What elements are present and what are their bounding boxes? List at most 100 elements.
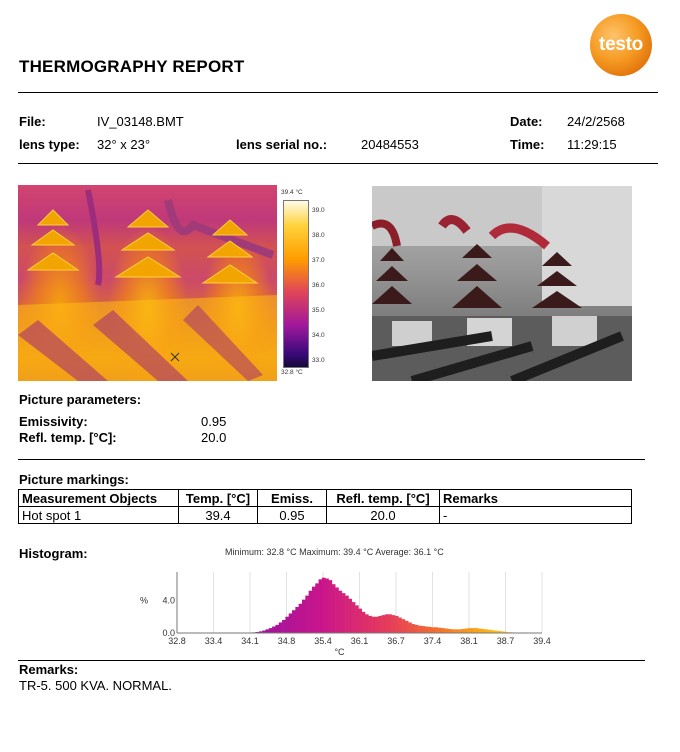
histogram-bar [414,624,419,633]
color-scale-bar [283,200,309,368]
emissivity-value: 0.95 [201,414,227,429]
histogram-bar [365,614,369,633]
histogram-bar [451,629,455,633]
scale-tick: 34.0 [312,332,325,339]
histogram-bar [444,628,449,633]
histogram-bar [401,619,406,633]
x-axis-label: °C [334,647,345,656]
picture-markings-heading: Picture markings: [19,472,129,487]
histogram-bar [298,603,303,633]
histogram-bar [348,598,353,633]
scale-tick: 39.0 [312,207,325,214]
column-header: Emiss. [257,489,327,507]
picture-parameters-heading: Picture parameters: [19,392,142,407]
histogram-bar [411,624,416,633]
histogram-bar [268,628,273,633]
x-tick-label: 38.7 [497,636,515,646]
histogram-bar [351,602,356,633]
histogram-bar [278,622,283,633]
histogram-bar [487,629,492,633]
divider [18,163,658,164]
histogram-bar [504,631,509,633]
y-axis-label: % [140,595,148,605]
x-tick-label: 32.8 [168,636,186,646]
scale-tick: 36.0 [312,282,325,289]
histogram-heading: Histogram: [19,546,88,561]
histogram-bar [464,628,469,633]
x-tick-label: 34.1 [241,636,259,646]
histogram-bar [381,615,386,633]
histogram-bar [418,625,422,633]
histogram-bar [388,614,392,633]
scale-tick: 38.0 [312,232,325,239]
divider [18,459,645,460]
x-tick-label: 36.7 [387,636,405,646]
x-tick-label: 35.4 [314,636,332,646]
histogram-bar [285,616,290,633]
histogram-bar [467,628,472,633]
lens-type-label: lens type: [19,137,80,152]
histogram-bar [345,595,349,633]
histogram-bar [454,629,459,633]
histogram-bar [447,628,452,633]
report-title: THERMOGRAPHY REPORT [19,57,245,76]
y-tick-label: 0.0 [162,628,175,638]
table-cell: Hot spot 1 [18,506,179,524]
histogram-bar [384,614,389,633]
x-tick-label: 38.1 [460,636,478,646]
histogram-bar [292,610,296,633]
histogram-bar [391,615,396,633]
histogram-chart: 32.8 33.4 34.1 34.8 35.4 36.1 36.7 37.4 38.1 38.7… [140,572,551,656]
histogram-bar [491,630,495,633]
x-tick-label: 36.1 [351,636,369,646]
scale-tick: 35.0 [312,307,325,314]
column-header: Temp. [°C] [178,489,258,507]
table-cell: 0.95 [257,506,327,524]
table-cell: 20.0 [326,506,440,524]
histogram-bar [441,628,445,633]
histogram-bar [308,590,313,633]
column-header: Remarks [439,489,632,507]
histogram-bar [497,630,502,633]
visual-photo [372,186,632,381]
histogram-bar [404,620,409,633]
histogram-bar [328,580,333,633]
y-tick-label: 4.0 [162,595,175,605]
divider [18,92,658,93]
lens-serial-label: lens serial no.: [236,137,328,152]
histogram-bar [295,606,299,633]
divider [18,660,645,661]
histogram-bar [305,595,309,633]
histogram-bar [398,617,402,633]
histogram-bar [315,583,319,633]
histogram-bar [471,628,475,633]
histogram-bar [335,587,339,633]
lens-type-value: 32° x 23° [97,137,151,152]
testo-logo: testo [590,14,652,76]
histogram-bar [431,627,436,633]
histogram-bar [438,627,442,633]
scale-tick: 37.0 [312,257,325,264]
scale-min-label: 32.8 °C [281,369,303,376]
histogram-bar [434,627,439,633]
histogram-bar [318,579,323,633]
histogram-bar [424,626,429,633]
file-label: File: [19,114,46,129]
refl-temp-value: 20.0 [201,430,227,445]
histogram-bar [258,631,263,633]
histogram-bar [474,628,479,633]
histogram-bar [481,628,485,633]
file-value: IV_03148.BMT [97,114,184,129]
histogram-bar [358,608,363,633]
histogram-bar [321,577,326,633]
refl-temp-label: Refl. temp. [°C]: [19,430,117,445]
scale-max-label: 39.4 °C [281,189,303,196]
histogram-bar [361,611,366,633]
x-tick-label: 39.4 [533,636,551,646]
emissivity-label: Emissivity: [19,414,88,429]
histogram-bar [265,629,270,633]
date-label: Date: [510,114,543,129]
column-header: Refl. temp. [°C] [326,489,440,507]
histogram-bar [484,629,489,633]
table-row: Hot spot 1 39.4 0.95 20.0 - [18,506,632,524]
